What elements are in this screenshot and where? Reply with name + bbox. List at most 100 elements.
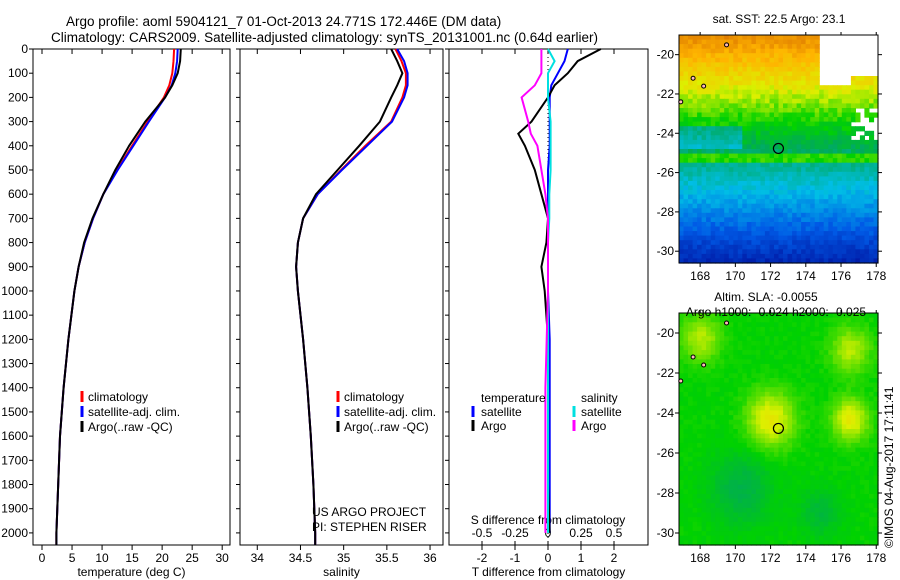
map-cell	[760, 117, 766, 123]
map-cell	[728, 456, 734, 462]
map-cell	[774, 212, 780, 218]
map-cell	[719, 480, 725, 486]
map-cell	[819, 503, 825, 509]
map-cell	[683, 85, 689, 91]
map-cell	[679, 176, 685, 182]
map-cell	[715, 98, 721, 104]
map-cell	[864, 76, 870, 82]
map-cell	[751, 244, 757, 250]
map-cell	[733, 44, 739, 50]
map-cell	[764, 48, 770, 54]
map-cell	[814, 217, 820, 223]
map-cell	[724, 89, 730, 95]
map-cell	[855, 171, 861, 177]
map-cell	[796, 521, 802, 527]
map-cell	[715, 498, 721, 504]
map-cell	[706, 540, 712, 546]
map-cell	[805, 359, 811, 365]
map-cell	[810, 484, 816, 490]
map-cell	[850, 364, 856, 370]
map-cell	[764, 240, 770, 246]
map-cell	[755, 424, 761, 430]
map-cell	[792, 364, 798, 370]
map-cell	[742, 126, 748, 132]
map-cell	[769, 326, 775, 333]
map-cell	[783, 162, 789, 168]
map-cell	[760, 535, 766, 541]
map-cell	[859, 340, 865, 346]
map-cell	[837, 121, 843, 127]
map-cell	[814, 387, 820, 393]
map-cell	[683, 203, 689, 209]
map-cell	[715, 442, 721, 449]
map-cell	[873, 419, 879, 425]
map-cell	[832, 401, 838, 407]
map-cell	[746, 364, 752, 370]
map-cell	[805, 153, 811, 159]
map-cell	[837, 185, 843, 191]
map-cell	[737, 222, 743, 228]
map-cell	[710, 89, 716, 95]
map-cell	[710, 466, 716, 472]
map-cell	[706, 359, 712, 365]
map-cell	[774, 208, 780, 214]
map-cell	[814, 185, 820, 191]
map-cell	[837, 461, 843, 467]
map-cell	[746, 212, 752, 218]
map-cell	[728, 139, 734, 146]
map-cell	[787, 144, 793, 150]
map-cell	[814, 391, 820, 398]
map-cell	[828, 475, 834, 481]
map-cell	[850, 442, 856, 449]
map-cell	[706, 162, 712, 168]
map-cell	[837, 98, 843, 104]
map-lon-label: 174	[796, 269, 816, 283]
map-cell	[792, 405, 798, 411]
map-cell	[796, 391, 802, 398]
map-cell	[724, 244, 730, 250]
map-cell	[706, 447, 712, 453]
map-cell	[764, 429, 770, 435]
map-cell	[710, 62, 716, 68]
map-cell	[679, 438, 685, 444]
map-cell	[688, 171, 694, 177]
map-cell	[688, 480, 694, 486]
map-cell	[724, 466, 730, 472]
map-cell	[796, 153, 802, 159]
map-cell	[792, 387, 798, 393]
map-cell	[760, 53, 766, 59]
map-cell	[679, 317, 685, 323]
map-cell	[864, 139, 870, 146]
map-cell	[873, 429, 879, 435]
map-cell	[864, 98, 870, 104]
map-cell	[706, 373, 712, 379]
map-cell	[832, 345, 838, 351]
map-cell	[778, 203, 784, 209]
map-cell	[760, 144, 766, 150]
map-cell	[737, 512, 743, 518]
depth-tick-label: 1800	[1, 478, 28, 492]
map-cell	[679, 108, 685, 114]
map-cell	[737, 62, 743, 68]
map-cell	[733, 94, 739, 100]
map-cell	[869, 240, 875, 246]
map-cell	[746, 378, 752, 384]
map-cell	[828, 424, 834, 430]
map-cell	[679, 391, 685, 398]
map-cell	[859, 442, 865, 449]
map-cell	[837, 249, 843, 255]
map-cell	[787, 535, 793, 541]
map-cell	[814, 112, 820, 118]
map-cell	[796, 470, 802, 476]
map-cell	[869, 470, 875, 476]
map-cell	[850, 222, 856, 228]
map-cell	[814, 452, 820, 458]
map-cell	[710, 336, 716, 342]
map-cell	[814, 512, 820, 518]
map-cell	[728, 103, 734, 109]
map-cell	[846, 222, 852, 228]
map-cell	[715, 199, 721, 205]
map-cell	[832, 442, 838, 449]
map-cell	[701, 249, 707, 255]
map-cell	[706, 405, 712, 411]
